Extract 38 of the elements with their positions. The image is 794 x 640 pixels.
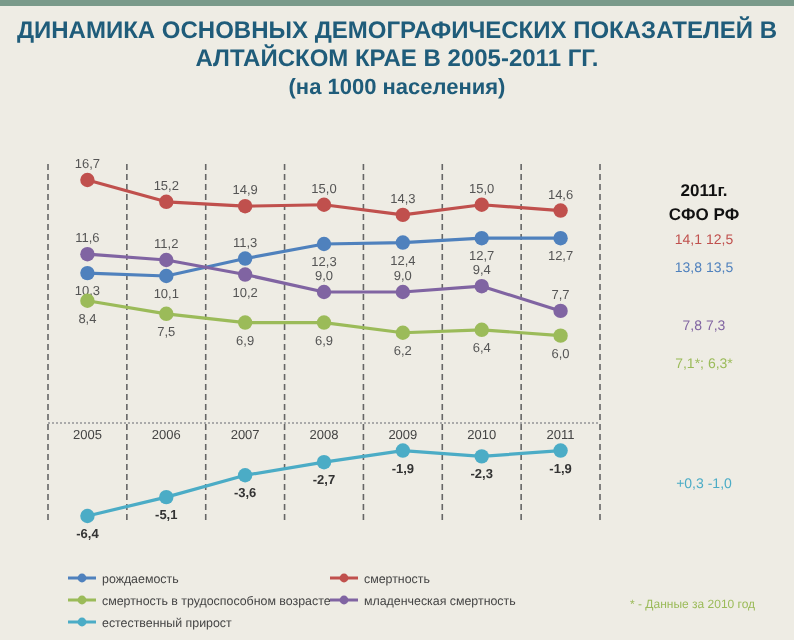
text: 2011г. — [680, 180, 728, 200]
point — [474, 197, 489, 212]
point — [316, 236, 332, 252]
point — [237, 251, 253, 266]
point — [553, 328, 568, 343]
point — [474, 449, 489, 464]
point — [395, 235, 411, 250]
point — [553, 443, 568, 458]
point — [316, 315, 332, 330]
point — [395, 284, 411, 300]
point — [159, 306, 174, 322]
point — [395, 443, 411, 458]
point — [474, 278, 489, 294]
point — [159, 489, 174, 505]
point — [159, 252, 174, 268]
point — [80, 246, 95, 262]
point — [237, 267, 253, 282]
point — [80, 172, 95, 188]
point — [553, 203, 568, 218]
point — [237, 315, 253, 330]
point — [237, 468, 253, 483]
chart-subtitle: (на 1000 населения) — [288, 76, 507, 100]
point — [553, 230, 568, 246]
chart-title: ДИНАМИКА ОСНОВНЫХ ДЕМОГРАФИЧЕСКИХ ПОКАЗАТЕЛЕЙ В АЛТАЙСКОМ КРАЕ В 2005-2011 ГГ. — [16, 16, 778, 72]
point — [316, 197, 332, 212]
point — [395, 325, 411, 340]
point — [474, 322, 489, 338]
point — [316, 454, 332, 470]
point — [80, 508, 95, 524]
text: СФО РФ — [668, 204, 740, 224]
point — [80, 265, 95, 281]
point — [316, 284, 332, 300]
point — [474, 230, 489, 246]
point — [237, 198, 253, 214]
point — [553, 303, 568, 319]
point — [395, 207, 411, 223]
point — [159, 194, 174, 210]
point — [159, 268, 174, 284]
